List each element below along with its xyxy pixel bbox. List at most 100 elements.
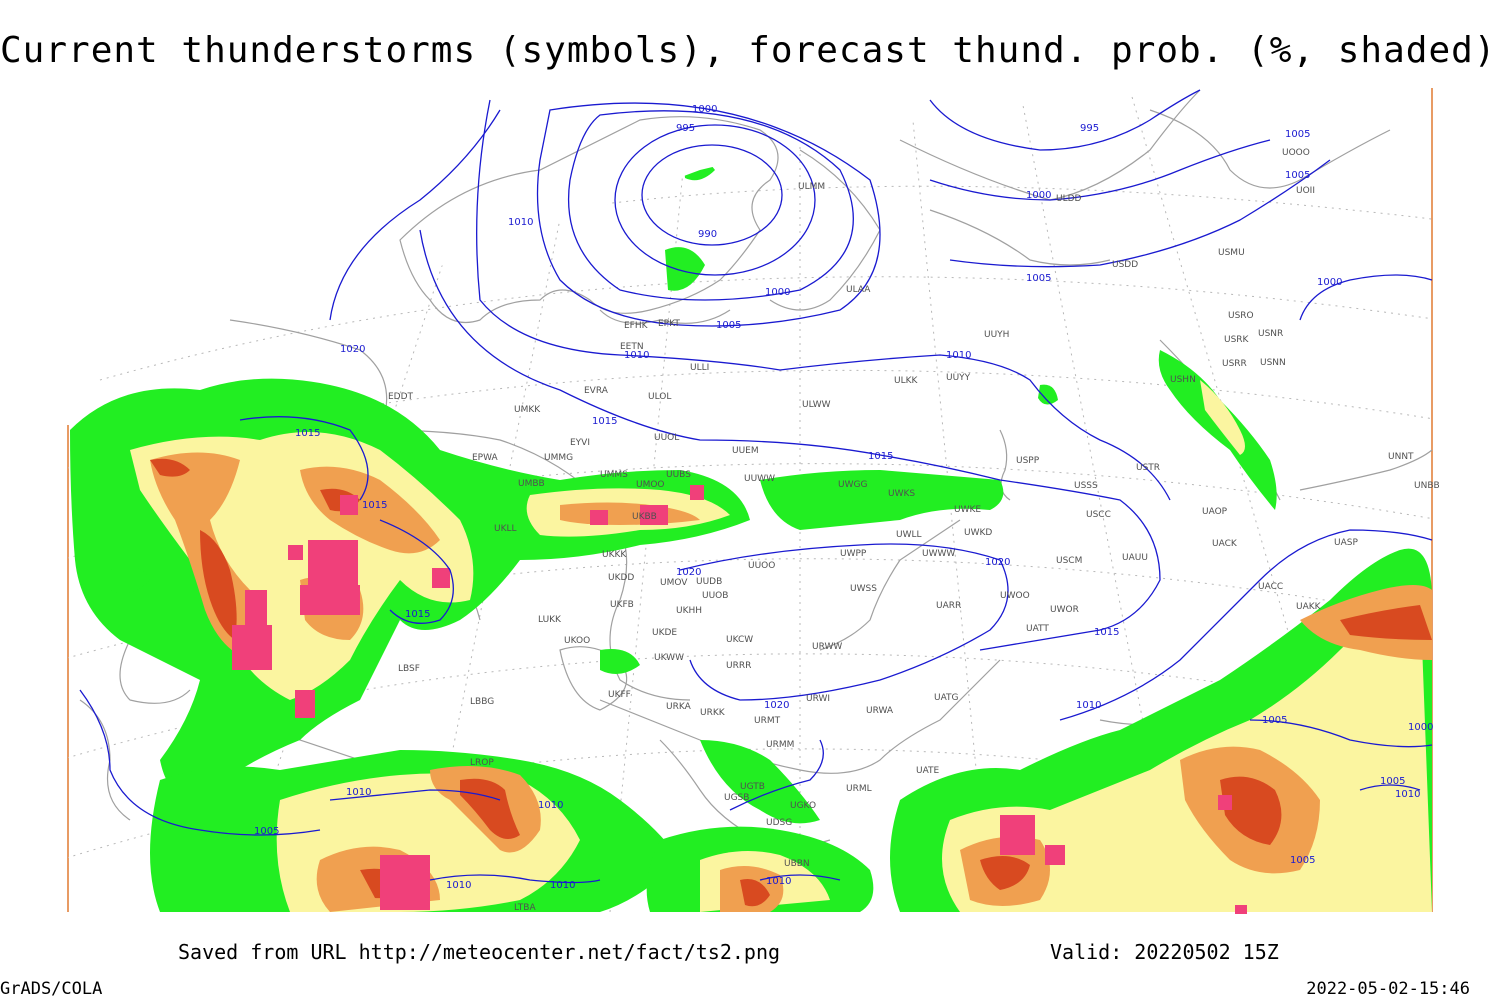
station-label: LBBG bbox=[470, 697, 494, 707]
station-label: UATE bbox=[916, 766, 940, 776]
isobar-label: 1015 bbox=[1094, 627, 1119, 638]
station-label: UKLL bbox=[494, 524, 517, 534]
station-label: UWWW bbox=[922, 549, 955, 559]
isobar-label: 1020 bbox=[676, 567, 701, 578]
storm-symbol-cluster bbox=[300, 585, 360, 615]
station-label: ULDD bbox=[1056, 194, 1082, 204]
isobar-1010-se bbox=[1059, 529, 1433, 721]
isobar-label: 1010 bbox=[446, 880, 471, 891]
isobar-label: 1015 bbox=[405, 609, 430, 620]
station-label: USRK bbox=[1224, 335, 1250, 345]
isobar-1000 bbox=[567, 110, 854, 301]
station-label: UARR bbox=[936, 601, 961, 611]
isobar-1020-east bbox=[679, 543, 1009, 701]
station-label: UUYH bbox=[984, 330, 1009, 340]
station-label: UMMS bbox=[600, 470, 628, 480]
station-label: UWPP bbox=[840, 549, 867, 559]
station-label: USDD bbox=[1112, 260, 1138, 270]
station-label: URRR bbox=[726, 661, 751, 671]
isobar-label: 1010 bbox=[766, 876, 791, 887]
isobar-label: 1005 bbox=[1262, 715, 1287, 726]
render-timestamp: 2022-05-02-15:46 bbox=[1306, 979, 1470, 999]
station-label: UWKD bbox=[964, 528, 992, 538]
isobar-1005 bbox=[536, 102, 881, 327]
station-label: ULAA bbox=[846, 285, 871, 295]
station-label: ULWW bbox=[802, 400, 831, 410]
storm-symbol-cluster bbox=[432, 568, 450, 588]
station-label: EYVI bbox=[570, 438, 590, 448]
isobar-label: 995 bbox=[1080, 123, 1099, 134]
station-label: UKWW bbox=[654, 653, 684, 663]
isobar-label: 1000 bbox=[1026, 190, 1051, 201]
station-label: URKA bbox=[666, 702, 692, 712]
storm-symbol-cluster bbox=[232, 625, 272, 670]
isobar-label: 1005 bbox=[716, 320, 741, 331]
isobar-1015-west bbox=[239, 416, 369, 501]
station-label: URML bbox=[846, 784, 872, 794]
software-credit: GrADS/COLA bbox=[0, 979, 103, 999]
station-label: UKFF bbox=[608, 690, 631, 700]
isobar-label: 1020 bbox=[985, 557, 1010, 568]
isobar-label: 1015 bbox=[295, 428, 320, 439]
station-label: UACK bbox=[1212, 539, 1238, 549]
isobar-1005-far-se bbox=[1359, 784, 1421, 791]
station-label: UUEM bbox=[732, 446, 759, 456]
station-label: UOII bbox=[1296, 186, 1315, 196]
station-label: UMKK bbox=[514, 405, 541, 415]
map-title: Current thunderstorms (symbols), forecas… bbox=[0, 30, 1497, 71]
isobar-1010-s bbox=[429, 874, 601, 884]
storm-symbol-cluster bbox=[1235, 905, 1247, 914]
isobar-label: 1010 bbox=[550, 880, 575, 891]
station-label: USCM bbox=[1056, 556, 1082, 566]
station-label: UKKK bbox=[602, 550, 627, 560]
storm-symbol-cluster bbox=[640, 505, 668, 525]
station-label: USHN bbox=[1170, 375, 1196, 385]
thunderstorm-map: 1000 995 990 1000 1005 1010 1010 1020 10… bbox=[67, 88, 1440, 914]
isobar-1000-far-ne bbox=[1299, 274, 1433, 321]
station-label: UASP bbox=[1334, 538, 1358, 548]
station-label: URMM bbox=[766, 740, 794, 750]
isobar-labels: 1000 995 990 1000 1005 1010 1010 1020 10… bbox=[254, 104, 1433, 891]
isobar-1005-se bbox=[1249, 719, 1433, 748]
station-label: EDDT bbox=[388, 392, 414, 402]
storm-symbol-cluster bbox=[288, 545, 303, 560]
isobar-label: 1005 bbox=[254, 826, 279, 837]
storm-symbol-cluster bbox=[308, 540, 358, 585]
station-label: UMOO bbox=[636, 480, 665, 490]
station-label: EPKT bbox=[658, 319, 680, 329]
station-label: UGSB bbox=[724, 793, 749, 803]
isobar-990 bbox=[641, 144, 783, 246]
isobar-label: 1015 bbox=[362, 500, 387, 511]
storm-symbol-cluster bbox=[380, 855, 430, 910]
isobar-label: 1020 bbox=[764, 700, 789, 711]
storm-symbol-cluster bbox=[245, 590, 267, 625]
station-label: UWKE bbox=[954, 505, 981, 515]
station-label: EETN bbox=[620, 342, 644, 352]
valid-time-caption: Valid: 20220502 15Z bbox=[1050, 940, 1279, 964]
isobar-label: 995 bbox=[676, 123, 695, 134]
isobar-label: 1005 bbox=[1290, 855, 1315, 866]
isobar-label: 1020 bbox=[340, 344, 365, 355]
station-label: USSS bbox=[1074, 481, 1098, 491]
station-label: UWOO bbox=[1000, 591, 1030, 601]
isobar-label: 1010 bbox=[1076, 700, 1101, 711]
isobar-995-ne bbox=[929, 89, 1201, 151]
isobar-label: 1000 bbox=[1317, 277, 1342, 288]
isobar-label: 1005 bbox=[1285, 170, 1310, 181]
station-label: UUBS bbox=[666, 470, 691, 480]
station-label: USRR bbox=[1222, 359, 1247, 369]
isobar-label: 1015 bbox=[868, 451, 893, 462]
isobar-label: 1000 bbox=[1408, 722, 1433, 733]
station-label: EFHK bbox=[624, 321, 649, 331]
isobar-1010-sw bbox=[329, 789, 501, 801]
isobar-1005-sw bbox=[79, 689, 321, 836]
station-label: UUOL bbox=[654, 433, 679, 443]
station-label: UNBB bbox=[1414, 481, 1440, 491]
station-label: UWKS bbox=[888, 489, 915, 499]
storm-symbol-cluster bbox=[690, 485, 704, 500]
isobar-label: 1005 bbox=[1285, 129, 1310, 140]
station-label: URWI bbox=[806, 694, 830, 704]
station-label: ULLI bbox=[690, 363, 709, 373]
station-label: LTBA bbox=[514, 903, 536, 913]
storm-symbol-cluster bbox=[1045, 845, 1065, 865]
